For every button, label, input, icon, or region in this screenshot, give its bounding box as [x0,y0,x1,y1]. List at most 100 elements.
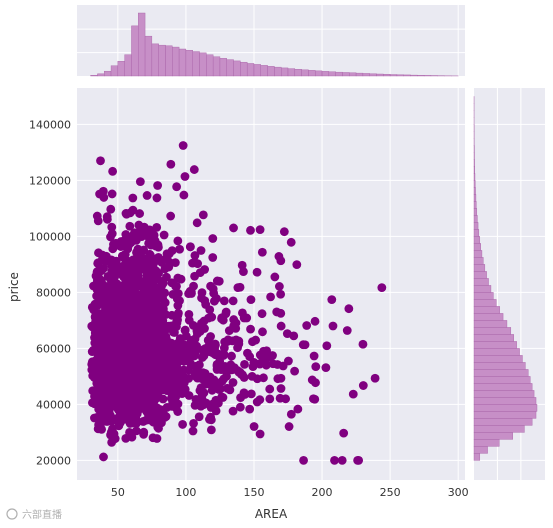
scatter-point [204,379,214,389]
marginal-y-bar [473,376,531,384]
scatter-point [169,393,179,403]
scatter-point [113,384,123,394]
scatter-point [157,342,167,352]
scatter-point [157,384,167,394]
marginal-x-bar [301,69,309,77]
scatter-point [197,353,207,362]
scatter-point [163,351,173,361]
scatter-points [87,141,387,465]
scatter-point [125,299,135,309]
scatter-point [178,141,188,150]
scatter-point [240,359,249,369]
x-tick-label: 50 [111,486,125,499]
scatter-point [228,296,238,306]
marginal-y-bar [473,439,500,447]
marginal-y-bar [473,313,504,321]
scatter-point [147,276,157,285]
scatter-point [290,366,300,376]
scatter-point [147,360,156,370]
scatter-point [193,259,203,269]
scatter-point [252,397,262,407]
marginal-x-bar [246,63,255,77]
scatter-point [164,321,174,331]
marginal-y-bar [473,404,538,412]
marginal-y-bar [473,320,508,328]
scatter-point [150,386,160,396]
marginal-x-bar [376,73,384,77]
marginal-y-bar [473,180,476,188]
scatter-point [129,289,139,299]
marginal-x-bar [355,72,364,77]
scatter-point [162,272,171,282]
marginal-y-bar [473,194,477,202]
scatter-point [327,295,337,305]
scatter-point [243,348,252,358]
marginal-x-bar [389,74,398,77]
scatter-point [181,331,191,341]
marginal-x-bar [349,72,357,77]
scatter-point [166,211,176,221]
watermark-logo-icon [6,508,18,520]
scatter-point [159,230,169,240]
scatter-point [121,209,131,218]
scatter-point [209,296,219,306]
scatter-point [177,346,187,356]
marginal-y-bar [473,390,535,398]
marginal-x-bar [165,45,173,77]
scatter-point [179,190,189,200]
scatter-point [98,297,108,307]
scatter-point [192,341,201,351]
marginal-y-bar [473,257,484,265]
scatter-point [214,349,223,359]
scatter-point [311,362,321,372]
scatter-point [276,256,286,266]
scatter-point [103,272,113,281]
scatter-point [221,307,231,317]
scatter-point [265,384,275,394]
marginal-x-bar [294,69,302,77]
marginal-x-bar [315,70,323,77]
marginal-x-bar [158,44,166,77]
scatter-point [255,359,265,369]
scatter-point [198,210,208,220]
scatter-point [134,343,143,353]
marginal-y-bar [473,236,481,244]
scatter-point [123,244,133,254]
y-axis-label: price [7,272,21,302]
scatter-point [190,251,200,260]
scatter-point [223,335,233,345]
marginal-y-bar [473,166,475,174]
scatter-point [239,267,248,276]
scatter-point [153,181,163,190]
scatter-point [286,409,296,419]
marginal-x-bar [328,71,336,77]
scatter-point [274,282,284,291]
scatter-point [124,399,134,408]
scatter-point [282,329,292,339]
scatter-point [102,373,112,383]
scatter-point [344,304,354,314]
scatter-point [206,425,216,435]
scatter-point [266,292,275,302]
scatter-point [152,434,162,443]
scatter-point [90,399,99,409]
scatter-point [91,331,100,341]
scatter-point [377,283,387,293]
scatter-point [192,218,202,228]
scatter-point [311,378,320,388]
scatter-point [138,253,148,263]
scatter-point [292,260,302,270]
scatter-point [158,364,168,374]
scatter-point [322,341,332,351]
marginal-x-bar [144,35,153,77]
scatter-point [281,394,291,404]
scatter-point [99,452,108,462]
scatter-point [255,429,265,439]
scatter-point [126,414,136,424]
scatter-point [148,258,158,268]
marginal-y-bar [473,432,513,440]
scatter-point [107,385,116,395]
scatter-point [152,310,162,320]
scatter-point [146,299,156,309]
scatter-point [121,350,131,360]
